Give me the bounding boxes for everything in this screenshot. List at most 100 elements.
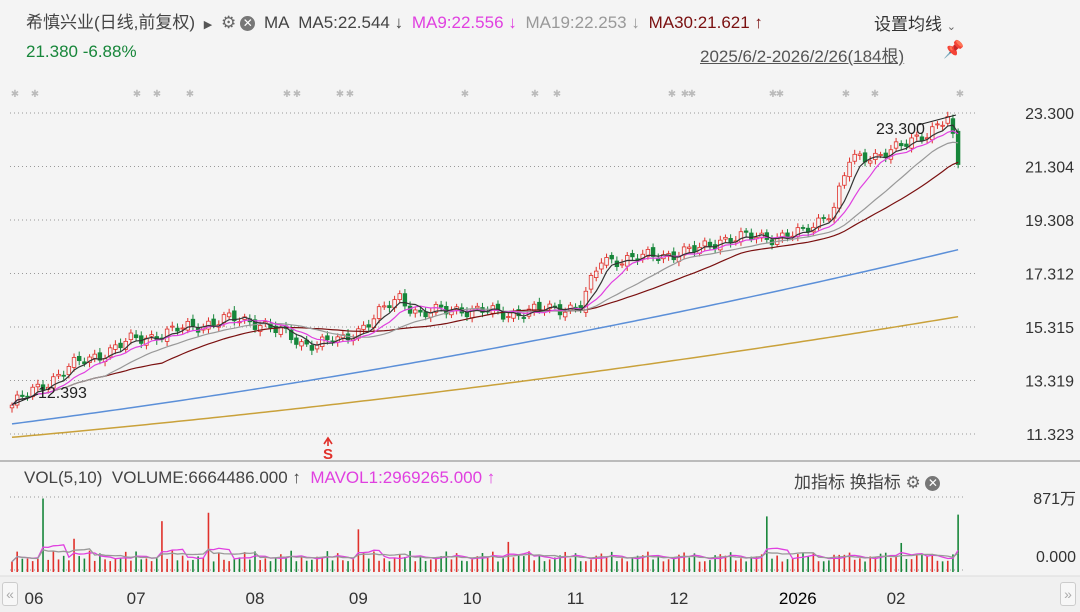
candle-body bbox=[826, 218, 832, 221]
price-tick: 19.308 bbox=[1025, 213, 1074, 230]
long-ma-line-1 bbox=[11, 248, 959, 425]
candle-body bbox=[816, 217, 821, 229]
candle-body bbox=[66, 365, 72, 376]
high-arrow bbox=[917, 114, 957, 126]
candle-body bbox=[190, 318, 196, 327]
close-icon[interactable]: ✕ bbox=[925, 476, 941, 491]
candle-body bbox=[92, 353, 97, 359]
candle-body bbox=[645, 249, 651, 257]
month-label: 10 bbox=[463, 589, 482, 608]
candle-body bbox=[51, 376, 56, 389]
price-tick: 17.312 bbox=[1025, 267, 1074, 284]
low-price-label: 12.393 bbox=[38, 385, 87, 402]
high-price-label: 23.300 bbox=[876, 121, 925, 138]
ma5-value: MA5:22.544 ↓ bbox=[298, 13, 404, 32]
candle-body bbox=[847, 161, 852, 178]
add-indicator-button[interactable]: 加指标 bbox=[794, 473, 845, 492]
low-arrow bbox=[13, 393, 39, 405]
candle-body bbox=[273, 325, 278, 333]
candle-body bbox=[893, 141, 899, 149]
mavol10-line bbox=[11, 548, 959, 563]
candle-body bbox=[288, 329, 294, 340]
candle-body bbox=[899, 143, 904, 147]
candle-body bbox=[180, 327, 185, 330]
ma19-line bbox=[11, 141, 959, 406]
event-marker-icon: ✱ bbox=[681, 89, 689, 100]
candle-body bbox=[857, 153, 863, 156]
candle-body bbox=[837, 185, 842, 209]
candle-body bbox=[878, 154, 883, 156]
candle-body bbox=[299, 341, 304, 347]
month-label: 02 bbox=[887, 589, 906, 608]
candle-body bbox=[904, 143, 909, 147]
candle-body bbox=[128, 332, 134, 341]
candle-body bbox=[438, 304, 444, 308]
candle-body bbox=[123, 340, 128, 350]
event-marker-icon: ✱ bbox=[769, 89, 777, 100]
candle-body bbox=[376, 306, 382, 319]
candle-body bbox=[749, 232, 754, 240]
gear-icon[interactable]: ⚙ bbox=[905, 473, 921, 492]
month-label: 2026 bbox=[779, 589, 817, 608]
ma30-line bbox=[11, 161, 959, 406]
candle-body bbox=[71, 357, 77, 368]
ma5-line bbox=[11, 124, 959, 406]
time-axis bbox=[0, 576, 1080, 612]
scroll-right-button[interactable]: » bbox=[1060, 582, 1076, 606]
candle-body bbox=[25, 395, 30, 398]
price-change: 21.380 -6.88% bbox=[26, 42, 137, 61]
volume-header: VOL(5,10) VOLUME:6664486.000 ↑ MAVOL1:29… bbox=[24, 468, 495, 488]
chevron-down-icon: ⌄ bbox=[946, 21, 956, 33]
candle-body bbox=[35, 383, 41, 388]
ma30-value: MA30:21.621 ↑ bbox=[648, 13, 763, 32]
expand-arrow-icon[interactable]: ▶ bbox=[203, 19, 213, 31]
set-ma-button[interactable]: 设置均线 ⌄ bbox=[874, 10, 956, 35]
price-tick: 21.304 bbox=[1025, 160, 1074, 177]
candle-body bbox=[630, 253, 635, 258]
candle-body bbox=[314, 344, 320, 350]
pin-icon[interactable]: 📌 bbox=[943, 40, 965, 59]
candle-body bbox=[930, 126, 935, 141]
event-marker-icon: ✱ bbox=[688, 89, 696, 100]
candle-body bbox=[9, 404, 15, 409]
candle-body bbox=[397, 293, 402, 300]
candle-body bbox=[61, 374, 66, 377]
date-range[interactable]: 2025/6/2-2026/2/26(184根) bbox=[700, 47, 905, 66]
candle-body bbox=[604, 257, 609, 266]
candle-body bbox=[309, 345, 315, 351]
candle-body bbox=[852, 153, 857, 162]
candle-body bbox=[294, 337, 299, 345]
scroll-left-button[interactable]: « bbox=[2, 582, 18, 606]
candle-body bbox=[650, 247, 656, 257]
month-label: 07 bbox=[127, 589, 146, 608]
event-marker-icon: ✱ bbox=[956, 89, 964, 100]
volume-tick: 871万 bbox=[1033, 491, 1076, 508]
candle-body bbox=[118, 342, 123, 349]
candle-body bbox=[738, 231, 744, 243]
price-tick: 11.323 bbox=[1026, 427, 1074, 444]
candle-body bbox=[319, 336, 325, 347]
candle-body bbox=[56, 373, 61, 377]
candle-body bbox=[594, 270, 599, 278]
candle-body bbox=[521, 317, 527, 319]
event-marker-icon: ✱ bbox=[11, 89, 19, 100]
month-label: 08 bbox=[246, 589, 265, 608]
event-marker-icon: ✱ bbox=[346, 89, 354, 100]
switch-indicator-button[interactable]: 换指标 bbox=[849, 473, 901, 492]
candle-body bbox=[108, 347, 113, 358]
gear-icon[interactable]: ⚙ bbox=[220, 13, 237, 32]
long-ma-line-2 bbox=[11, 315, 959, 439]
ma19-value: MA19:22.253 ↓ bbox=[525, 13, 640, 32]
close-icon[interactable]: ✕ bbox=[240, 16, 256, 31]
candle-body bbox=[413, 309, 418, 314]
candle-body bbox=[599, 262, 604, 270]
candle-body bbox=[20, 394, 25, 397]
candle-body bbox=[387, 305, 392, 309]
price-tick: 15.315 bbox=[1025, 320, 1074, 337]
candle-body bbox=[955, 130, 961, 165]
event-marker-icon: ✱ bbox=[553, 89, 561, 100]
candle-body bbox=[257, 325, 263, 332]
candle-body bbox=[935, 123, 940, 126]
sell-signal-label: S bbox=[323, 446, 333, 463]
